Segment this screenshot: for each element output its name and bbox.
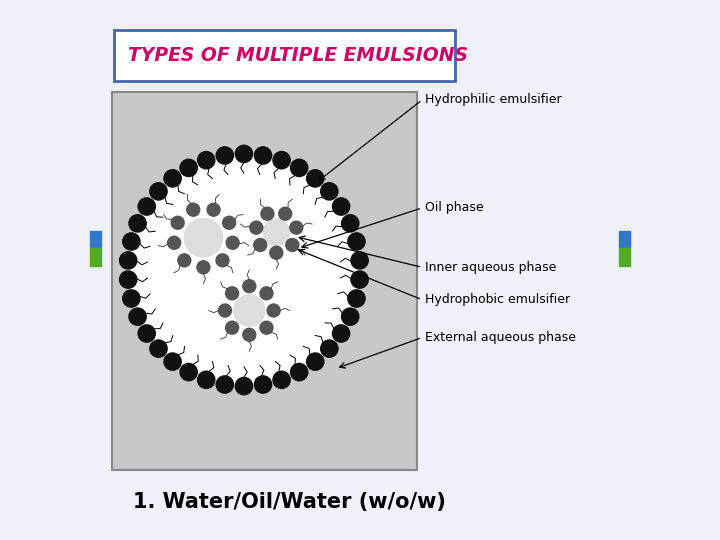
Circle shape <box>254 147 271 164</box>
Circle shape <box>279 207 292 220</box>
Circle shape <box>186 203 199 216</box>
Circle shape <box>164 353 181 370</box>
Circle shape <box>207 203 220 216</box>
Circle shape <box>216 376 233 393</box>
Circle shape <box>120 271 137 288</box>
Circle shape <box>180 363 197 381</box>
Circle shape <box>253 239 266 252</box>
Circle shape <box>150 340 167 357</box>
Circle shape <box>351 271 368 288</box>
Circle shape <box>333 198 350 215</box>
Circle shape <box>138 198 156 215</box>
Circle shape <box>164 170 181 187</box>
Circle shape <box>341 308 359 325</box>
Circle shape <box>290 221 303 234</box>
Circle shape <box>197 152 215 169</box>
Circle shape <box>171 216 184 229</box>
Circle shape <box>260 321 273 334</box>
Circle shape <box>286 239 299 252</box>
Circle shape <box>263 219 289 246</box>
Circle shape <box>222 216 235 229</box>
Circle shape <box>307 353 324 370</box>
Circle shape <box>128 154 360 386</box>
FancyBboxPatch shape <box>82 0 638 540</box>
Bar <box>112 92 417 470</box>
FancyBboxPatch shape <box>114 30 454 81</box>
Circle shape <box>254 376 271 393</box>
Circle shape <box>225 321 238 334</box>
Circle shape <box>178 254 191 267</box>
Circle shape <box>219 304 232 317</box>
Circle shape <box>348 233 365 250</box>
Text: Oil phase: Oil phase <box>425 201 483 214</box>
Text: Inner aqueous phase: Inner aqueous phase <box>425 261 556 274</box>
Circle shape <box>168 237 181 249</box>
Circle shape <box>184 218 222 257</box>
Circle shape <box>267 304 280 317</box>
Circle shape <box>270 246 283 259</box>
Text: Hydrophilic emulsifier: Hydrophilic emulsifier <box>425 93 562 106</box>
Circle shape <box>307 170 324 187</box>
Circle shape <box>122 233 140 250</box>
Text: 1. Water/Oil/Water (w/o/w): 1. Water/Oil/Water (w/o/w) <box>133 492 446 512</box>
Circle shape <box>348 290 365 307</box>
Circle shape <box>290 159 307 177</box>
Circle shape <box>120 252 137 269</box>
Circle shape <box>138 325 156 342</box>
Circle shape <box>197 371 215 388</box>
Circle shape <box>273 371 290 388</box>
Circle shape <box>273 152 290 169</box>
Circle shape <box>180 159 197 177</box>
Bar <box>90 231 101 248</box>
Circle shape <box>235 377 253 395</box>
Circle shape <box>122 290 140 307</box>
Circle shape <box>261 207 274 220</box>
Circle shape <box>235 145 253 163</box>
Circle shape <box>260 287 273 300</box>
Circle shape <box>129 308 146 325</box>
Circle shape <box>225 287 238 300</box>
Circle shape <box>290 363 307 381</box>
Bar <box>90 248 101 266</box>
Circle shape <box>197 261 210 274</box>
Text: External aqueous phase: External aqueous phase <box>425 331 576 344</box>
Circle shape <box>243 328 256 341</box>
Text: Hydrophobic emulsifier: Hydrophobic emulsifier <box>425 293 570 306</box>
Text: TYPES OF MULTIPLE EMULSIONS: TYPES OF MULTIPLE EMULSIONS <box>128 46 468 65</box>
Circle shape <box>216 254 229 267</box>
Circle shape <box>129 215 146 232</box>
Circle shape <box>351 252 368 269</box>
Bar <box>619 231 630 248</box>
Circle shape <box>333 325 350 342</box>
Circle shape <box>226 237 239 249</box>
Circle shape <box>216 147 233 164</box>
Bar <box>619 248 630 266</box>
Circle shape <box>233 295 265 326</box>
Circle shape <box>243 280 256 293</box>
Circle shape <box>320 340 338 357</box>
Circle shape <box>250 221 263 234</box>
Circle shape <box>150 183 167 200</box>
Circle shape <box>320 183 338 200</box>
Circle shape <box>341 215 359 232</box>
